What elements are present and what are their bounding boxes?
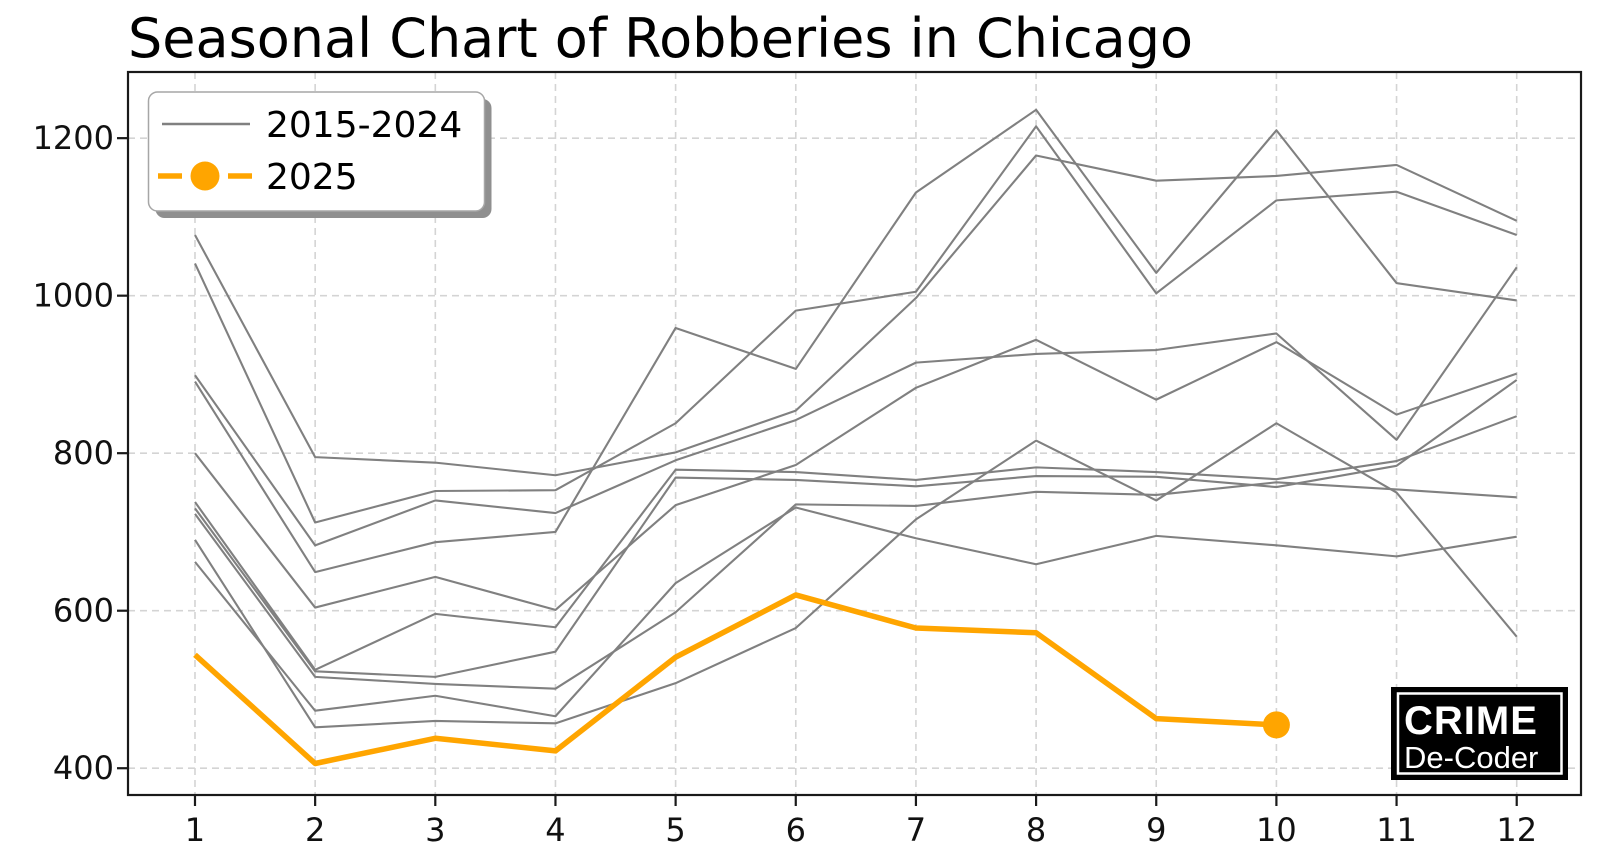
legend-current-marker-icon [190, 161, 220, 191]
x-tick-label-12: 12 [1496, 811, 1537, 849]
historical-year-line-10 [194, 506, 1517, 718]
logo-background [1391, 687, 1568, 780]
logo-text-decoder: De-Coder [1404, 740, 1538, 775]
x-tick-label-7: 7 [906, 811, 926, 849]
y-tick-label-400: 400 [53, 749, 114, 787]
historical-lines [194, 108, 1518, 729]
legend-current-label: 2025 [266, 157, 358, 198]
historical-year-line-5 [194, 338, 1518, 611]
historical-year-line-8 [194, 481, 1517, 690]
x-tick-label-2: 2 [305, 811, 325, 849]
legend: 2015-2024 2025 [147, 91, 492, 218]
x-tick-label-9: 9 [1146, 811, 1166, 849]
historical-year-line-3 [194, 108, 1517, 574]
legend-box [147, 91, 486, 212]
historical-year-line-1 [194, 154, 1518, 477]
historical-year-line-6 [194, 415, 1518, 671]
x-tick-label-3: 3 [425, 811, 445, 849]
y-tick-label-800: 800 [53, 434, 114, 472]
y-tick-label-600: 600 [53, 592, 114, 630]
historical-year-line-4 [194, 266, 1518, 547]
legend-historical-label: 2015-2024 [266, 105, 462, 146]
x-tick-label-4: 4 [545, 811, 565, 849]
x-tick-label-11: 11 [1376, 811, 1417, 849]
historical-year-line-2 [194, 125, 1518, 524]
plot-border [126, 70, 1583, 797]
x-tick-label-6: 6 [786, 811, 806, 849]
axes-spines [126, 70, 1583, 797]
x-tick-label-10: 10 [1256, 811, 1297, 849]
axis-ticks [117, 137, 1518, 806]
current-year-line [193, 592, 1290, 767]
logo-inner-border [1396, 692, 1563, 775]
current-year-end-marker [1262, 711, 1290, 739]
historical-year-line-9 [194, 422, 1518, 729]
crime-decoder-logo: CRIME De-Coder [1391, 687, 1568, 780]
x-tick-label-5: 5 [665, 811, 685, 849]
y-tick-label-1200: 1200 [33, 119, 114, 157]
chart-title: Seasonal Chart of Robberies in Chicago [128, 7, 1193, 70]
logo-text-crime: CRIME [1404, 699, 1538, 743]
x-tick-label-1: 1 [185, 811, 205, 849]
y-tick-label-1000: 1000 [33, 277, 114, 315]
x-tick-label-8: 8 [1026, 811, 1046, 849]
current-year-polyline [193, 592, 1277, 767]
